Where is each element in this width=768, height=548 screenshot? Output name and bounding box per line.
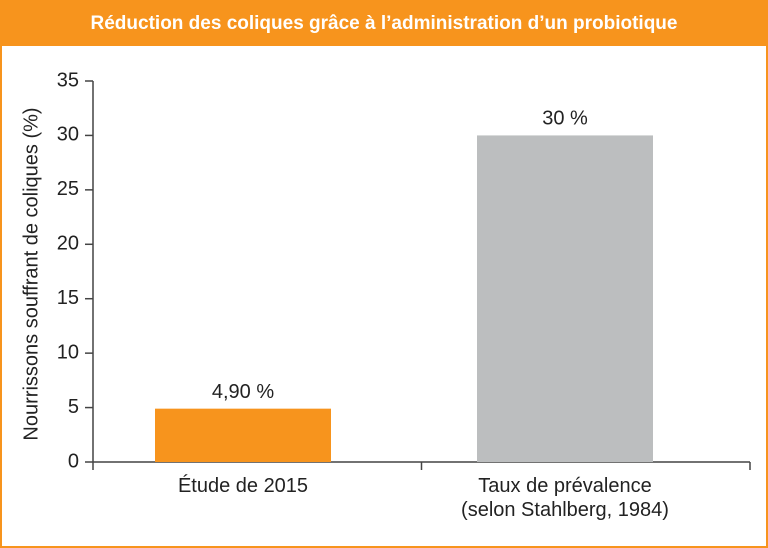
value-label: 30 % xyxy=(542,108,588,130)
bar xyxy=(477,135,653,462)
y-tick-label: 30 xyxy=(57,124,79,146)
x-tick-label: Taux de prévalence (selon Stahlberg, 198… xyxy=(461,475,669,521)
y-tick-label: 10 xyxy=(57,341,79,363)
y-tick-label: 5 xyxy=(68,396,79,418)
y-tick-label: 15 xyxy=(57,287,79,309)
value-label: 4,90 % xyxy=(212,381,274,403)
x-tick-label: Étude de 2015 xyxy=(177,475,309,497)
y-tick-label: 25 xyxy=(57,178,79,200)
chart-title: Réduction des coliques grâce à l’adminis… xyxy=(2,2,766,46)
bar xyxy=(155,408,331,462)
y-tick-label: 35 xyxy=(57,69,79,91)
y-axis-label: Nourrissons souffrant de coliques (%) xyxy=(20,107,42,440)
y-tick-label: 0 xyxy=(68,450,79,472)
y-tick-label: 20 xyxy=(57,233,79,255)
